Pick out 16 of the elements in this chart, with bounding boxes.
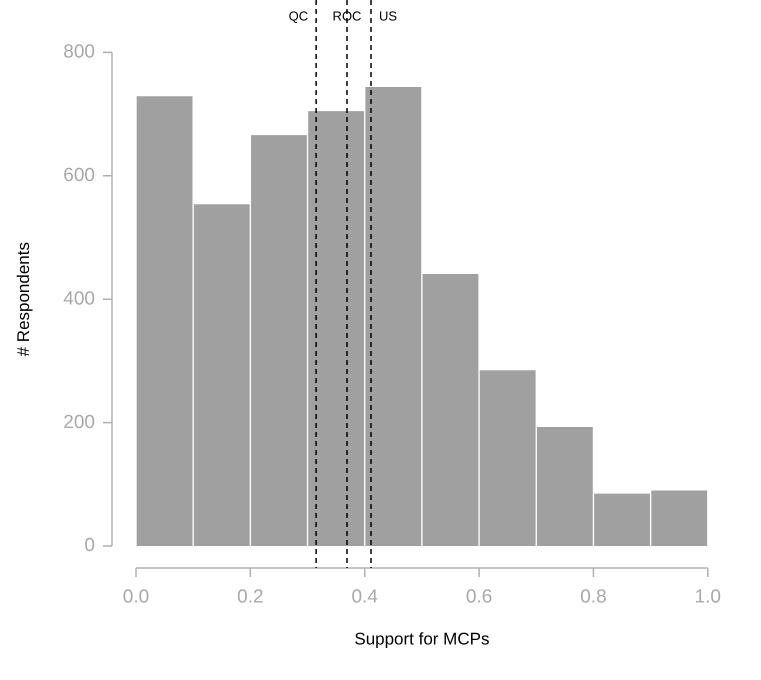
x-tick-label: 0.8 xyxy=(580,586,607,608)
y-tick-label: 400 xyxy=(63,288,95,310)
ref-line-label: QC xyxy=(288,8,308,24)
y-axis-title: # Respondents xyxy=(14,242,33,356)
x-tick-label: 0.2 xyxy=(237,586,264,608)
y-tick-label: 0 xyxy=(84,535,95,556)
x-tick-label: 0.4 xyxy=(352,586,378,608)
x-axis-title: Support for MCPs xyxy=(354,629,490,648)
y-tick-label: 800 xyxy=(63,42,95,63)
ref-line-label: ROC xyxy=(332,8,362,24)
x-tick-label: 1.0 xyxy=(694,586,722,608)
x-tick-label: 0.0 xyxy=(122,586,150,608)
x-tick-label: 0.6 xyxy=(466,586,492,608)
ref-line-label: US xyxy=(379,8,398,24)
y-tick-label: 200 xyxy=(63,412,95,433)
y-tick-label: 600 xyxy=(63,165,95,186)
